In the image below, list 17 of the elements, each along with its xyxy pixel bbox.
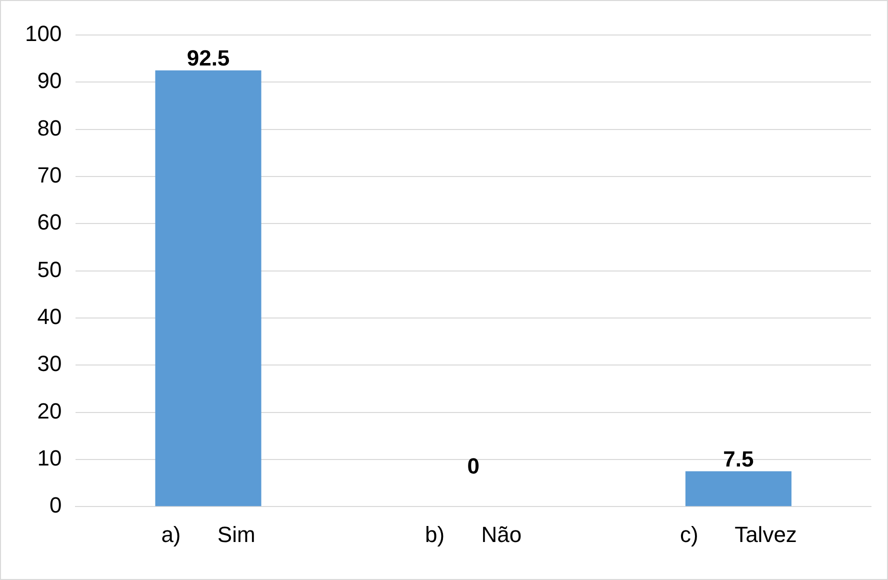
- y-tick-label: 10: [37, 446, 62, 471]
- y-tick-label: 50: [37, 256, 62, 282]
- y-tick-label: 30: [37, 351, 62, 376]
- y-tick-label: 80: [37, 115, 62, 140]
- y-tick-label: 100: [24, 21, 62, 46]
- y-tick-label: 60: [37, 210, 62, 235]
- y-tick-label: 20: [37, 398, 62, 424]
- y-tick-label: 70: [37, 162, 62, 188]
- y-tick-label: 90: [37, 68, 62, 94]
- data-label: 0: [467, 454, 480, 479]
- data-label: 92.5: [186, 45, 230, 70]
- x-tick-label: c) Talvez: [680, 522, 797, 547]
- x-tick-label: a) Sim: [161, 522, 256, 547]
- x-tick-label: b) Não: [425, 522, 522, 547]
- y-tick-label: 40: [37, 304, 62, 330]
- y-tick-label: 0: [49, 492, 62, 518]
- data-label: 7.5: [723, 446, 754, 472]
